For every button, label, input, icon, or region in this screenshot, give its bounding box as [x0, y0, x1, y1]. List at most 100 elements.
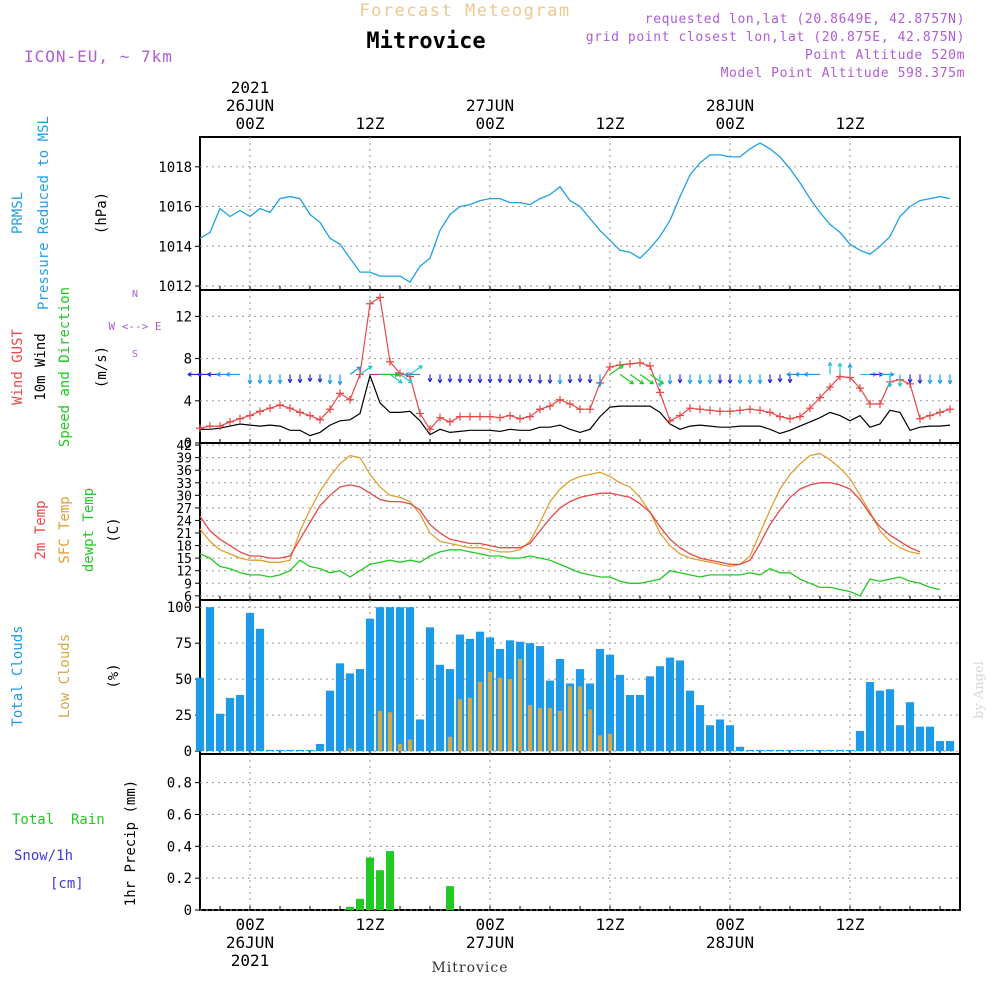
gust-marker	[926, 411, 934, 420]
total-cloud-bar	[715, 719, 725, 752]
gust-marker	[676, 411, 684, 420]
gust-marker	[216, 422, 224, 431]
wind-arrow-head	[477, 378, 483, 383]
rain-bar	[356, 898, 364, 910]
gust-marker	[816, 393, 824, 402]
total-cloud-bar	[465, 638, 475, 752]
wind-arrow	[847, 363, 853, 375]
wind-arrow-head	[629, 379, 634, 385]
gust-marker	[746, 405, 754, 414]
total-cloud-bar	[735, 746, 745, 752]
time-label: 28JUN	[706, 96, 754, 115]
ytick-label: 30	[176, 489, 192, 504]
low-cloud-bar	[467, 697, 473, 752]
wind-arrow	[467, 374, 473, 383]
wind-arrow	[327, 374, 333, 385]
total-cloud-bar	[755, 749, 765, 752]
wind-arrow-head	[927, 379, 933, 384]
total-cloud-bar	[725, 725, 735, 752]
wind-arrow-head	[396, 371, 401, 377]
total-cloud-bar	[405, 607, 415, 752]
gust-marker	[606, 363, 614, 372]
gust-marker	[726, 407, 734, 416]
total-cloud-bar	[745, 749, 755, 752]
wind-arrow	[317, 374, 323, 383]
wind-arrow-head	[447, 378, 453, 383]
t2m-line	[199, 482, 921, 566]
panel-prmsl: 1012 1014 1016 1018	[158, 136, 961, 295]
wind-arrow-head	[667, 380, 673, 385]
precip-unit: 1hr Precip (mm)	[123, 780, 139, 906]
wind-gust-label: Wind GUST	[10, 329, 26, 405]
wind-arrow-head	[216, 371, 221, 377]
location-title: Mitrovice	[366, 29, 485, 54]
gust-marker	[916, 414, 924, 423]
wind-arrow-head	[517, 378, 523, 383]
ytick-label: 1014	[158, 239, 192, 255]
wind-arrow	[697, 374, 703, 385]
total-cloud-bar	[645, 676, 655, 752]
gust-marker	[776, 412, 784, 421]
gust-marker	[496, 413, 504, 422]
wind-arrow-head	[937, 379, 943, 384]
low-cloud-bar	[477, 682, 483, 752]
wind-arrow	[337, 374, 343, 386]
wind-arrow-head	[889, 371, 895, 377]
wind-arrow-head	[747, 379, 753, 384]
ytick-label: 12	[176, 565, 192, 580]
low-cloud-bar	[457, 699, 463, 752]
total-cloud-bar	[425, 627, 435, 752]
panel-frame	[199, 442, 961, 601]
wind-arrow-head	[777, 378, 783, 383]
gust-marker	[856, 384, 864, 393]
total-cloud-bar	[885, 689, 895, 752]
gust-marker	[456, 412, 464, 421]
gust-marker	[386, 357, 394, 366]
total-cloud-bar	[215, 713, 225, 752]
gust-marker	[756, 406, 764, 415]
temp-dewpt-label: dewpt Temp	[81, 488, 97, 572]
wind-dir-label: Speed and Direction	[57, 287, 73, 447]
total-cloud-bar	[785, 749, 795, 752]
low-cloud-bar	[517, 659, 523, 752]
total-cloud-bar	[665, 657, 675, 752]
gust-marker	[316, 415, 324, 424]
total-cloud-bar	[535, 646, 545, 752]
wind-arrow-head	[727, 379, 733, 384]
wind-arrow-head	[457, 378, 463, 383]
temp-unit: (C)	[106, 517, 122, 542]
ytick-label: 36	[176, 464, 192, 479]
wind-arrow-shaft	[649, 373, 664, 385]
snow-label: Snow/1h	[14, 848, 73, 864]
time-label: 27JUN	[466, 96, 514, 115]
ytick-label: 12	[175, 309, 192, 325]
wind-arrow-head	[197, 371, 202, 377]
ytick-label: 42	[176, 439, 192, 454]
low-cloud-bar	[447, 736, 453, 752]
wind-arrow-head	[677, 379, 683, 384]
total-cloud-bar	[795, 749, 805, 752]
wind-arrow-head	[717, 379, 723, 384]
total-cloud-bar	[605, 654, 615, 752]
total-cloud-bar	[655, 666, 665, 752]
time-label: 12Z	[836, 915, 865, 934]
gust-marker	[526, 412, 534, 421]
total-cloud-bar	[905, 702, 915, 752]
wind-arrow-head	[804, 371, 809, 377]
wind-arrow	[757, 374, 763, 384]
wind-arrow	[477, 374, 483, 383]
gust-marker	[716, 407, 724, 416]
wind-arrow	[737, 374, 743, 384]
time-label: 28JUN	[706, 933, 754, 952]
total-cloud-bar	[675, 660, 685, 752]
wind-arrow-head	[827, 362, 833, 367]
wind-line	[200, 373, 951, 437]
wind-arrow	[657, 374, 663, 387]
gust-marker	[686, 404, 694, 413]
wind-arrow	[225, 371, 240, 377]
gust-marker	[256, 407, 264, 416]
time-label: 12Z	[596, 915, 625, 934]
total-cloud-bar	[895, 725, 905, 752]
